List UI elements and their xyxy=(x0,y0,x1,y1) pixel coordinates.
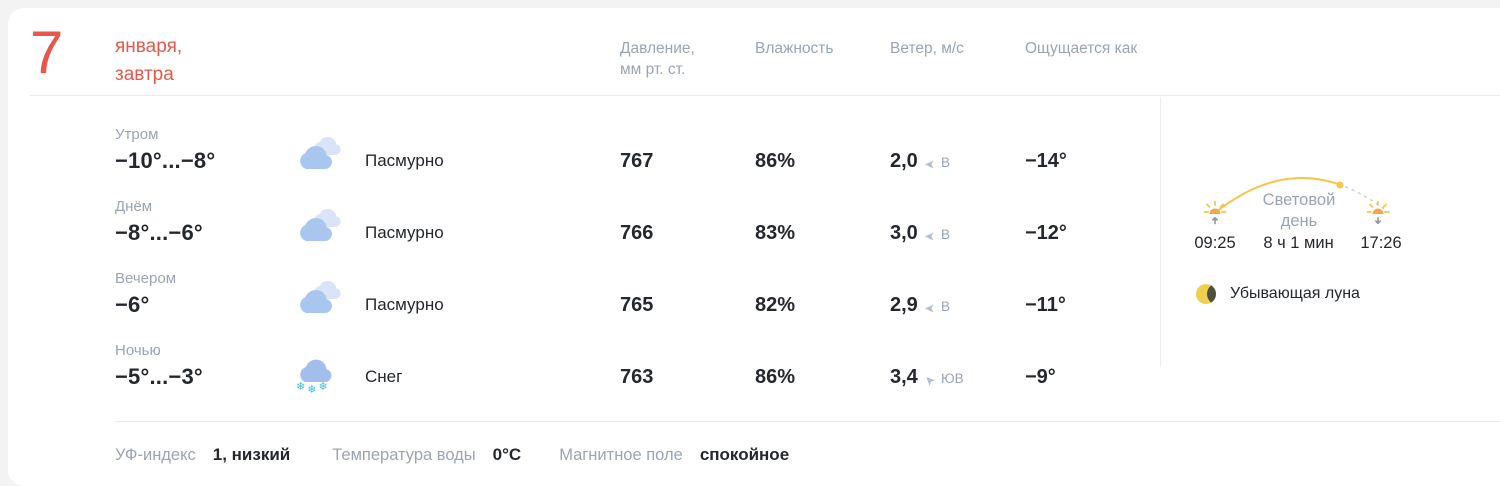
condition-label: Пасмурно xyxy=(365,151,444,170)
pressure-value: 766 xyxy=(620,222,654,244)
snow-icon: ❄❄❄ xyxy=(295,357,365,396)
column-header-humidity: Влажность xyxy=(755,40,834,57)
temperature-range: −10°...−8° xyxy=(115,148,216,173)
magnetic-field-label: Магнитное поле xyxy=(559,446,683,464)
uv-index-label: УФ-индекс xyxy=(115,446,196,464)
uv-index-value: 1, низкий xyxy=(212,445,291,464)
sunrise-time: 09:25 xyxy=(1194,234,1236,252)
water-temperature-item: Температура воды 0°C xyxy=(332,445,521,465)
sunset-icon xyxy=(1366,200,1390,225)
sunset-time: 17:26 xyxy=(1360,234,1402,252)
daypart-label: Ночью xyxy=(115,342,161,359)
wind-direction-label: В xyxy=(941,227,951,242)
humidity-value: 86% xyxy=(755,366,796,388)
daypart-label: Днём xyxy=(115,198,153,215)
magnetic-field-item: Магнитное поле спокойное xyxy=(559,445,789,465)
feels-like-value: −9° xyxy=(1025,366,1056,388)
snowflakes: ❄❄❄ xyxy=(296,381,330,396)
sun-position-dot xyxy=(1336,181,1344,189)
overcast-icon xyxy=(295,208,365,248)
temperature-range: −5°...−3° xyxy=(115,364,203,389)
humidity-value: 86% xyxy=(755,150,796,172)
humidity-value: 83% xyxy=(755,222,796,244)
forecast-row-night: Ночью −5°...−3° ❄❄❄ Снег 763 86% 3,4 xyxy=(115,328,1500,400)
pressure-value: 767 xyxy=(620,150,654,172)
wind-direction-label: В xyxy=(941,299,951,314)
pressure-value: 765 xyxy=(620,294,654,316)
daylight-title: Световой день xyxy=(1262,191,1336,230)
column-header-pressure: Давление, мм рт. ст. xyxy=(620,40,695,78)
water-temperature-label: Температура воды xyxy=(332,446,476,464)
daylight-arc xyxy=(1214,177,1390,214)
date-day-number: 7 xyxy=(30,19,64,86)
temperature-range: −8°...−6° xyxy=(115,220,203,245)
extra-metrics-row: УФ-индекс 1, низкий Температура воды 0°C… xyxy=(8,422,1500,465)
column-header-feels-like: Ощущается как xyxy=(1025,40,1138,57)
wind-direction-label: ЮВ xyxy=(941,371,964,386)
moon-phase-row: Убывающая луна xyxy=(1194,282,1360,306)
daylight-panel: Световой день xyxy=(1160,97,1500,367)
water-temperature-value: 0°C xyxy=(492,445,522,464)
magnetic-field-value: спокойное xyxy=(699,445,790,464)
wind-direction-icon xyxy=(922,373,938,389)
pressure-value: 763 xyxy=(620,366,654,388)
sunrise-icon xyxy=(1203,200,1227,225)
card-header: 7 января, завтра Давление, мм рт. ст. Вл… xyxy=(8,8,1500,95)
feels-like-value: −14° xyxy=(1025,150,1067,172)
wind-direction-icon xyxy=(925,230,934,243)
wind-cell: 3,4 ЮВ xyxy=(890,366,1025,390)
condition-label: Пасмурно xyxy=(365,223,444,242)
temperature-range: −6° xyxy=(115,292,150,317)
daylight-duration: 8 ч 1 мин xyxy=(1263,234,1334,252)
waning-moon-icon xyxy=(1196,284,1216,304)
forecast-row-evening: Вечером −6° Пасмурно 765 82% 2,9 В xyxy=(115,256,1500,328)
wind-speed-value: 2,0 xyxy=(890,150,918,172)
overcast-icon xyxy=(295,280,365,320)
forecast-table: Утром −10°...−8° Пасмурно 767 86% 2,0 В xyxy=(8,96,1500,400)
column-header-wind: Ветер, м/с xyxy=(890,40,964,57)
condition-label: Пасмурно xyxy=(365,295,444,314)
forecast-row-day: Днём −8°...−6° Пасмурно 766 83% 3,0 В xyxy=(115,184,1500,256)
overcast-icon xyxy=(295,136,365,176)
daypart-label: Вечером xyxy=(115,270,177,287)
wind-direction-icon xyxy=(925,302,934,315)
wind-direction-label: В xyxy=(941,155,951,170)
wind-speed-value: 2,9 xyxy=(890,294,918,316)
wind-speed-value: 3,4 xyxy=(890,366,918,388)
wind-cell: 2,0 В xyxy=(890,150,1025,174)
uv-index-item: УФ-индекс 1, низкий xyxy=(115,445,290,465)
wind-cell: 3,0 В xyxy=(890,222,1025,246)
wind-cell: 2,9 В xyxy=(890,294,1025,318)
header-divider xyxy=(30,95,1500,96)
wind-direction-icon xyxy=(925,158,934,171)
wind-speed-value: 3,0 xyxy=(890,222,918,244)
weather-forecast-card: 7 января, завтра Давление, мм рт. ст. Вл… xyxy=(8,8,1500,486)
condition-label: Снег xyxy=(365,367,403,386)
feels-like-value: −12° xyxy=(1025,222,1067,244)
feels-like-value: −11° xyxy=(1025,294,1066,316)
moon-phase-label: Убывающая луна xyxy=(1230,285,1360,302)
forecast-row-morning: Утром −10°...−8° Пасмурно 767 86% 2,0 В xyxy=(115,112,1500,184)
humidity-value: 82% xyxy=(755,294,796,316)
footer-divider xyxy=(115,421,1500,422)
daypart-label: Утром xyxy=(115,126,159,143)
date-caption: января, завтра xyxy=(115,36,183,85)
